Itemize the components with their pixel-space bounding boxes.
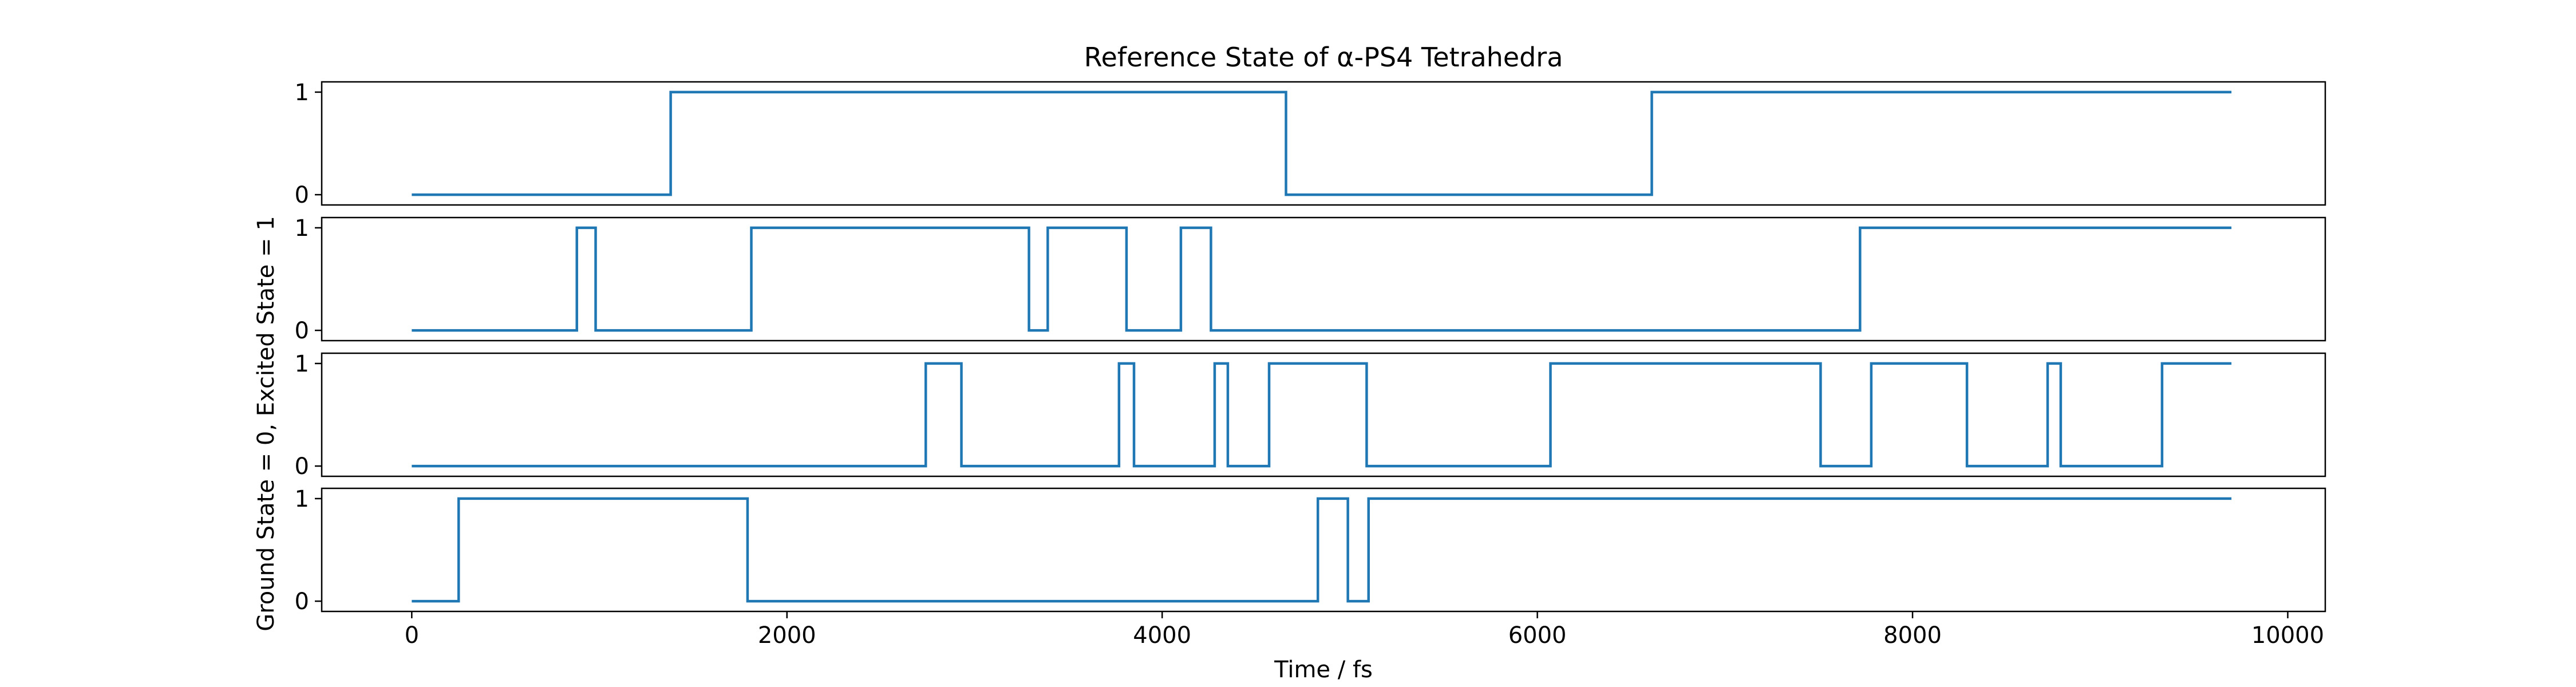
subplot-frame	[321, 81, 2326, 206]
y-tick-label: 1	[295, 351, 309, 377]
x-tick-label: 4000	[1133, 622, 1191, 649]
series-line-4	[412, 497, 2232, 603]
x-axis: 0 2000 4000 6000 8000 10000	[405, 611, 2324, 649]
subplot-frame	[321, 352, 2326, 477]
series-line-1	[412, 90, 2232, 196]
subplot-frame	[321, 487, 2326, 613]
y-tick-label: 0	[295, 318, 309, 344]
y-tick-label: 1	[295, 80, 309, 106]
x-tick-label: 10000	[2251, 622, 2324, 649]
subplot-4: 01	[295, 486, 2326, 615]
y-tick-label: 0	[295, 453, 309, 480]
series-line-3	[412, 362, 2232, 468]
subplot-2: 01	[295, 215, 2326, 344]
y-tick-label: 0	[295, 589, 309, 615]
y-axis-label: Ground State = 0, Excited State = 1	[253, 216, 279, 631]
chart-title: Reference State of α-PS4 Tetrahedra	[1084, 42, 1563, 73]
x-tick-label: 2000	[758, 622, 816, 649]
x-tick-label: 0	[405, 622, 419, 649]
x-tick-label: 8000	[1883, 622, 1942, 649]
subplot-frame	[321, 216, 2326, 342]
x-tick-label: 6000	[1508, 622, 1567, 649]
y-tick-label: 1	[295, 215, 309, 242]
y-tick-label: 1	[295, 486, 309, 512]
y-tick-label: 0	[295, 182, 309, 208]
x-axis-label: Time / fs	[1274, 657, 1373, 683]
subplot-3: 01	[295, 351, 2326, 480]
series-line-2	[412, 226, 2232, 332]
subplot-1: 01	[295, 80, 2326, 208]
